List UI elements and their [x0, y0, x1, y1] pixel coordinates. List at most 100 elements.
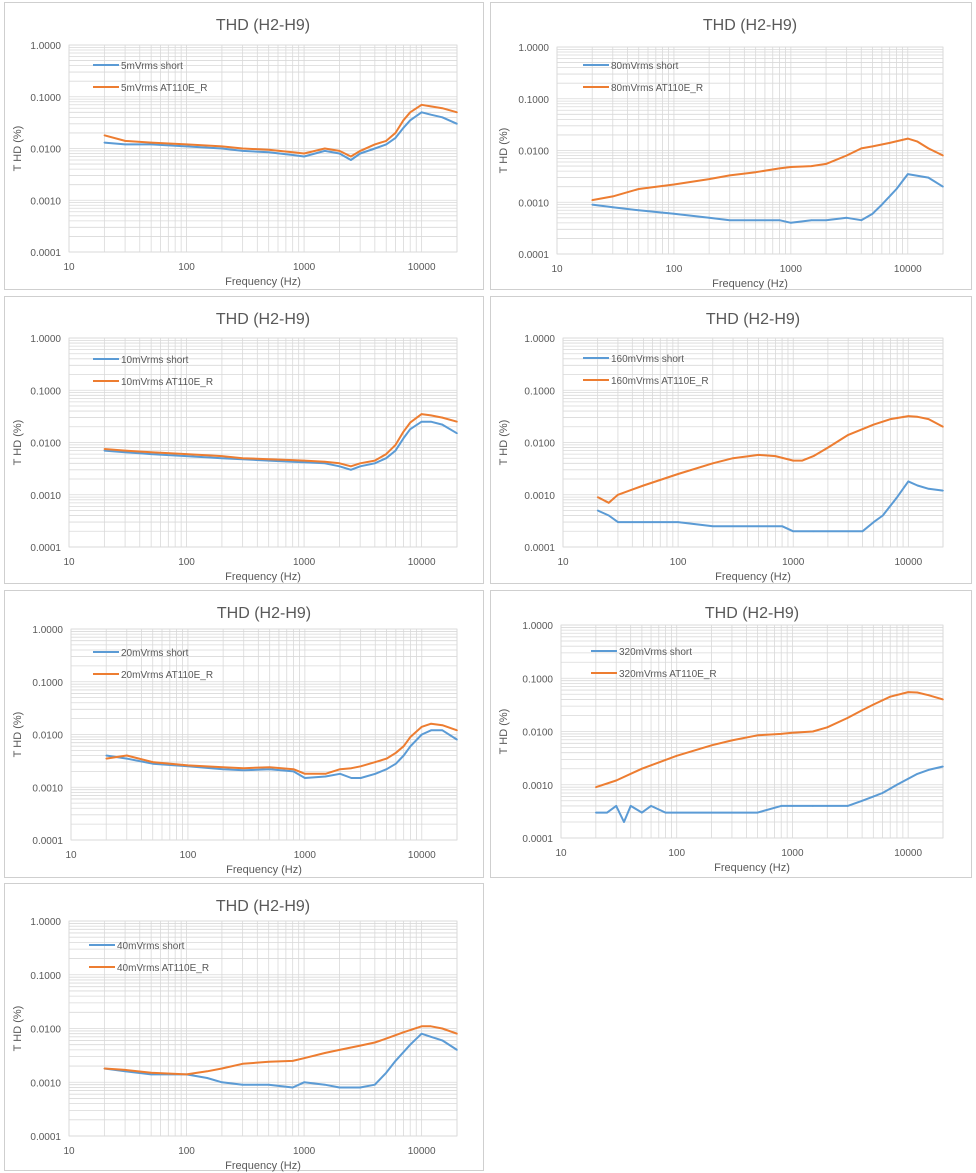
data-point	[673, 212, 675, 215]
data-point	[757, 525, 760, 528]
data-point	[673, 183, 675, 186]
data-point	[242, 769, 245, 772]
data-point	[756, 811, 759, 814]
legend-label: 160mVrms AT110E_R	[611, 376, 709, 387]
x-tick-label: 10	[557, 557, 569, 568]
data-point	[323, 150, 326, 152]
data-point	[430, 113, 432, 116]
data-point	[420, 733, 423, 736]
data-point	[792, 459, 795, 462]
data-point	[267, 1083, 270, 1086]
data-point	[206, 1077, 209, 1079]
legend-label: 320mVrms short	[619, 647, 692, 658]
data-point	[268, 766, 271, 768]
x-tick-label: 100	[666, 264, 683, 275]
series-line	[104, 103, 458, 158]
data-point	[359, 152, 361, 155]
data-point	[608, 514, 610, 517]
plot-area	[68, 44, 458, 253]
gridlines	[70, 628, 458, 841]
data-point	[942, 698, 944, 701]
y-tick-label: 0.0001	[30, 1132, 61, 1143]
data-point	[441, 116, 444, 119]
plot-area	[560, 624, 944, 839]
legend-label: 40mVrms AT110E_R	[117, 963, 209, 974]
data-point	[267, 459, 270, 462]
data-point	[942, 185, 944, 188]
y-tick-label: 1.0000	[30, 917, 61, 928]
x-axis-label: Frequency (Hz)	[715, 571, 791, 583]
data-point	[409, 111, 412, 114]
data-point	[595, 786, 597, 788]
data-point	[323, 462, 326, 465]
legend-label: 80mVrms AT110E_R	[611, 83, 703, 94]
data-point	[825, 163, 827, 165]
data-point	[324, 772, 327, 775]
data-point	[385, 457, 388, 460]
data-point	[456, 729, 458, 732]
data-point	[871, 145, 874, 148]
data-point	[710, 811, 713, 814]
data-point	[731, 739, 733, 742]
data-point	[591, 203, 594, 206]
data-point	[304, 772, 306, 775]
x-tick-label: 10	[65, 850, 77, 861]
series-line	[104, 420, 458, 471]
series-line	[104, 1025, 458, 1076]
x-tick-label: 1000	[293, 557, 316, 568]
data-point	[441, 724, 444, 727]
data-point	[889, 695, 892, 698]
chart-title: THD (H2-H9)	[703, 17, 797, 34]
data-point	[303, 461, 305, 463]
chart-panel: THD (H2-H9) 0.0001 0.0010 0.0100 0.1000 1.000…	[4, 2, 484, 290]
data-point	[151, 762, 154, 765]
data-point	[812, 530, 815, 533]
data-point	[103, 134, 106, 137]
data-point	[221, 145, 223, 148]
y-axis-label: T HD (%)	[12, 126, 24, 172]
y-axis-label: T HD (%)	[12, 1006, 24, 1052]
x-tick-label: 10	[63, 557, 75, 568]
data-point	[185, 1073, 188, 1076]
data-point	[338, 1086, 341, 1089]
data-point	[675, 811, 678, 814]
data-point	[124, 451, 126, 454]
data-point	[323, 1052, 326, 1054]
data-point	[629, 805, 632, 807]
data-point	[872, 521, 875, 523]
data-point	[780, 805, 783, 807]
data-point	[812, 455, 815, 457]
legend-label: 160mVrms short	[611, 354, 684, 365]
x-tick-label: 100	[670, 557, 687, 568]
data-point	[927, 147, 930, 150]
data-point	[291, 154, 294, 156]
chart-svg: THD (H2-H9) 0.0001 0.0010 0.0100 0.1000 1.000…	[498, 17, 944, 290]
data-point	[374, 459, 376, 462]
data-point	[303, 152, 305, 155]
data-point	[105, 757, 108, 760]
data-point	[731, 811, 733, 814]
chart-panel: THD (H2-H9) 0.0001 0.0010 0.0100 0.1000 1.000…	[4, 590, 484, 878]
data-point	[359, 765, 362, 768]
data-point	[402, 1031, 405, 1034]
data-point	[187, 764, 189, 767]
y-tick-label: 0.0100	[30, 1025, 61, 1036]
data-point	[791, 805, 794, 807]
data-point	[385, 1071, 388, 1074]
data-point	[651, 521, 654, 523]
data-point	[825, 219, 827, 221]
plot-area	[70, 628, 458, 841]
chart-title: THD (H2-H9)	[216, 17, 310, 34]
data-point	[374, 1041, 376, 1044]
y-tick-label: 0.0100	[522, 728, 553, 739]
data-point	[292, 768, 295, 770]
data-point	[430, 722, 432, 725]
data-point	[708, 217, 710, 219]
data-point	[906, 137, 909, 140]
data-point	[888, 142, 891, 144]
data-point	[338, 152, 341, 155]
data-point	[916, 140, 918, 143]
data-point	[350, 465, 352, 468]
data-point	[394, 449, 397, 452]
data-point	[441, 107, 444, 110]
